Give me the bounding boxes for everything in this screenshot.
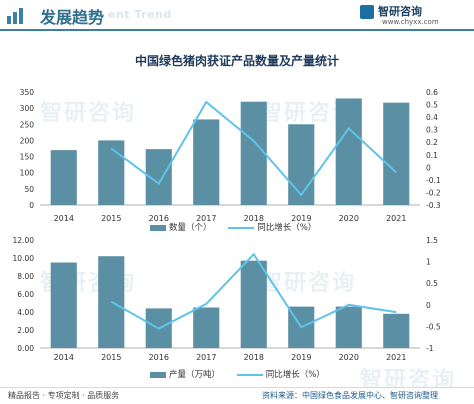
logo-url: www.chyxx.com — [382, 18, 439, 26]
logo-text: 智研咨询 — [378, 5, 422, 18]
bar-2018 — [240, 260, 267, 348]
growth-line — [110, 252, 397, 330]
bar-2015 — [98, 140, 125, 205]
bar-2014 — [50, 262, 77, 348]
footer-source: 资料来源：中国绿色食品发展中心、智研咨询整理 — [262, 391, 438, 400]
x-tick-label: 2017 — [196, 353, 216, 362]
y-tick-left: 200 — [20, 136, 35, 145]
y-tick-right: 0.5 — [426, 101, 438, 110]
bar-2020 — [335, 306, 362, 348]
bar-2017 — [193, 307, 220, 348]
logo-icon — [360, 5, 374, 19]
bar-chart-icon — [7, 8, 23, 24]
bar-2021 — [383, 313, 410, 348]
y-tick-right: 0.6 — [426, 88, 438, 97]
y-tick-right: 0.1 — [426, 151, 438, 160]
x-tick-label: 2016 — [149, 214, 169, 223]
y-tick-right: 1 — [426, 258, 431, 267]
y-tick-left: 350 — [20, 88, 35, 97]
y-tick-right: 0 — [426, 301, 431, 310]
y-tick-left: 4.00 — [17, 308, 34, 317]
x-tick-label: 2019 — [291, 214, 311, 223]
watermark-4: 智研咨询 — [260, 271, 357, 296]
bar-2017 — [193, 119, 220, 205]
y-tick-left: 100 — [20, 169, 35, 178]
x-tick-label: 2020 — [339, 353, 359, 362]
y-tick-left: 0.00 — [17, 344, 34, 353]
x-tick-label: 2020 — [339, 214, 359, 223]
x-tick-label: 2019 — [291, 353, 311, 362]
page-title: 发展趋势 — [40, 8, 105, 27]
header-watermark: ent Trend — [108, 8, 172, 21]
y-tick-left: 6.00 — [17, 290, 34, 299]
y-tick-left: 10.00 — [13, 254, 35, 263]
legend-item-growth-bottom: 同比增长（%） — [236, 368, 325, 380]
y-tick-right: -1 — [426, 344, 434, 353]
y-tick-right: -0.3 — [426, 201, 441, 210]
y-tick-left: 12.00 — [13, 236, 35, 245]
legend-item-output: 产量（万吨） — [150, 368, 220, 380]
x-tick-label: 2015 — [101, 353, 121, 362]
y-tick-left: 50 — [24, 185, 34, 194]
x-tick-label: 2014 — [54, 353, 74, 362]
legend-bottom: 产量（万吨） 同比增长（%） — [150, 368, 339, 380]
footer-divider — [0, 387, 474, 388]
footer: 精品报告 · 专项定制 · 品质服务 资料来源：中国绿色食品发展中心、智研咨询整… — [0, 387, 474, 404]
x-tick-label: 2017 — [196, 214, 216, 223]
y-tick-left: 8.00 — [17, 272, 34, 281]
header-divider — [0, 29, 474, 31]
y-tick-left: 250 — [20, 120, 35, 129]
growth-line — [110, 100, 397, 197]
x-tick-label: 2018 — [244, 214, 264, 223]
y-tick-left: 0 — [29, 201, 34, 210]
y-tick-right: 0.2 — [426, 138, 438, 147]
y-tick-left: 300 — [20, 104, 35, 113]
y-tick-left: 150 — [20, 153, 35, 162]
y-tick-left: 2.00 — [17, 326, 34, 335]
y-tick-right: -0.2 — [426, 188, 441, 197]
bar-2018 — [240, 101, 267, 205]
x-tick-label: 2015 — [101, 214, 121, 223]
y-tick-right: -0.5 — [426, 322, 441, 331]
x-tick-label: 2014 — [54, 214, 74, 223]
bar-2021 — [383, 102, 410, 205]
watermark-1: 智研咨询 — [40, 101, 137, 126]
y-tick-right: 1.5 — [426, 236, 438, 245]
x-tick-label: 2018 — [244, 353, 264, 362]
bar-2020 — [335, 98, 362, 205]
header: 发展趋势 ent Trend 智研咨询 www.chyxx.com — [0, 0, 474, 31]
y-tick-right: -0.1 — [426, 176, 441, 185]
bar-2014 — [50, 150, 77, 205]
legend-top: 数量（个） 同比增长（%） — [150, 221, 330, 233]
y-tick-right: 0.3 — [426, 126, 438, 135]
chart-title: 中国绿色猪肉获证产品数量及产量统计 — [134, 54, 339, 68]
x-tick-label: 2016 — [149, 353, 169, 362]
legend-item-quantity: 数量（个） — [150, 221, 212, 233]
footer-tagline: 精品报告 · 专项定制 · 品质服务 — [8, 391, 120, 400]
x-tick-label: 2021 — [386, 353, 406, 362]
y-tick-right: 0.4 — [426, 113, 438, 122]
x-tick-label: 2021 — [386, 214, 406, 223]
y-tick-right: 0.5 — [426, 279, 438, 288]
legend-item-growth-top: 同比增长（%） — [228, 221, 316, 233]
y-tick-right: 0 — [426, 163, 431, 172]
bar-2019 — [288, 124, 315, 205]
